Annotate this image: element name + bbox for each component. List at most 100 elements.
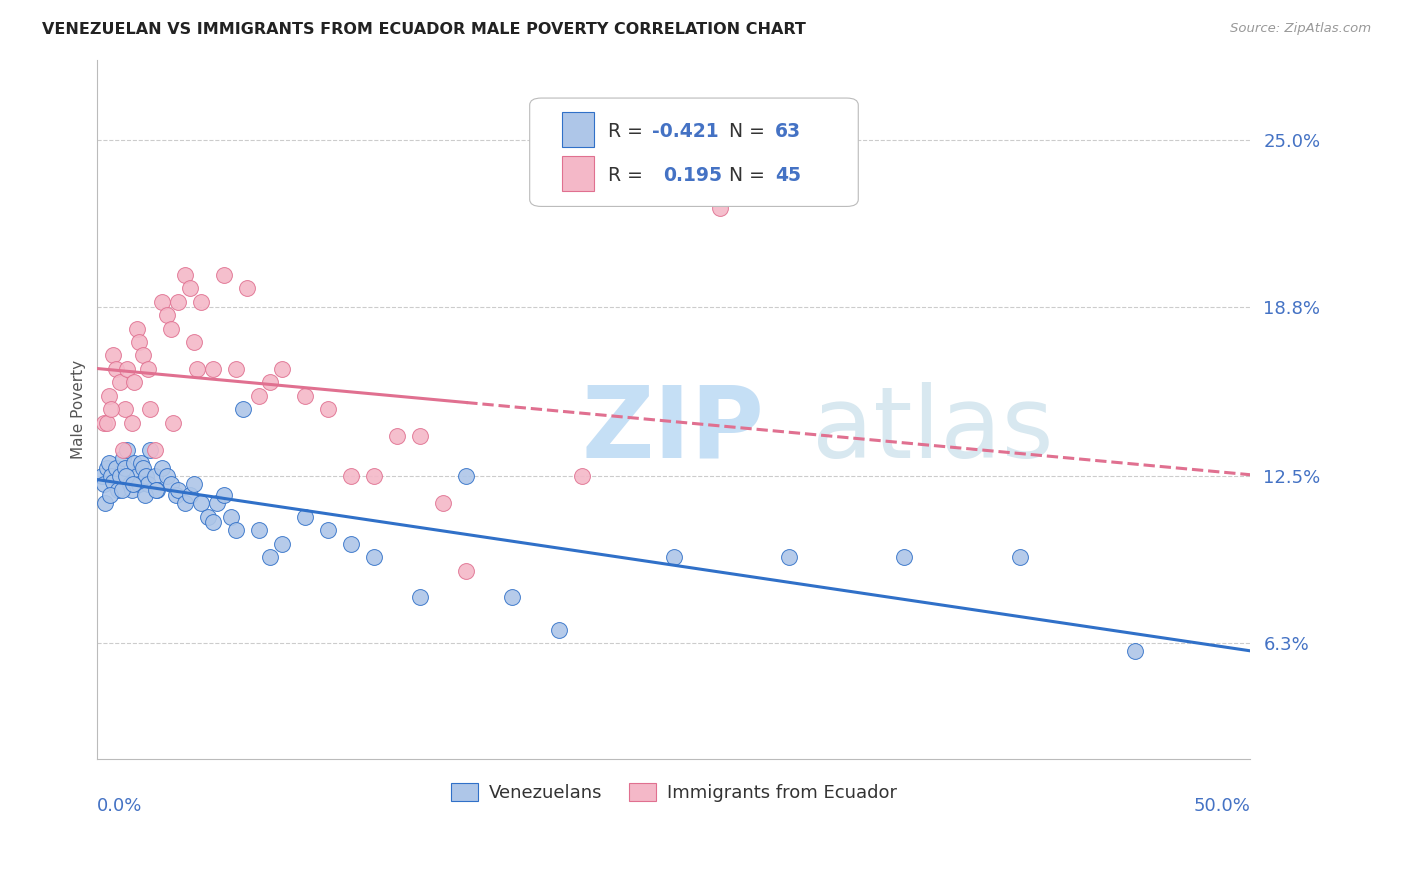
Point	[100, 402, 122, 417]
Text: R =: R =	[607, 166, 655, 186]
Point	[162, 416, 184, 430]
Point	[139, 402, 162, 417]
Point	[121, 483, 143, 497]
Point	[456, 564, 478, 578]
Point	[146, 483, 169, 497]
Point	[110, 469, 132, 483]
Point	[103, 475, 125, 489]
Point	[129, 456, 152, 470]
Text: N =: N =	[730, 122, 770, 141]
Point	[122, 376, 145, 390]
Text: 45: 45	[775, 166, 801, 186]
Point	[110, 376, 132, 390]
Point	[232, 402, 254, 417]
Point	[135, 469, 157, 483]
Point	[155, 308, 177, 322]
Point	[111, 450, 134, 465]
Point	[132, 461, 155, 475]
Point	[363, 550, 385, 565]
Point	[143, 469, 166, 483]
Point	[294, 509, 316, 524]
Point	[219, 509, 242, 524]
Point	[128, 334, 150, 349]
Point	[259, 376, 281, 390]
Point	[225, 362, 247, 376]
Point	[270, 362, 292, 376]
Point	[409, 591, 432, 605]
Point	[167, 483, 190, 497]
Point	[456, 469, 478, 483]
Point	[247, 523, 270, 537]
Point	[122, 477, 145, 491]
Point	[100, 469, 122, 483]
Text: 50.0%: 50.0%	[1194, 797, 1250, 815]
Point	[117, 442, 139, 457]
Point	[1123, 644, 1146, 658]
Point	[183, 477, 205, 491]
FancyBboxPatch shape	[562, 112, 595, 147]
Point	[167, 294, 190, 309]
Point	[110, 483, 132, 497]
Point	[134, 488, 156, 502]
Text: -0.421: -0.421	[652, 122, 718, 141]
Point	[155, 469, 177, 483]
Point	[93, 477, 115, 491]
Point	[174, 268, 197, 282]
Point	[294, 389, 316, 403]
Point	[93, 416, 115, 430]
Text: N =: N =	[730, 166, 770, 186]
Text: Source: ZipAtlas.com: Source: ZipAtlas.com	[1230, 22, 1371, 36]
Point	[114, 461, 136, 475]
Point	[94, 496, 117, 510]
Point	[186, 362, 208, 376]
Text: atlas: atlas	[813, 382, 1053, 479]
Text: VENEZUELAN VS IMMIGRANTS FROM ECUADOR MALE POVERTY CORRELATION CHART: VENEZUELAN VS IMMIGRANTS FROM ECUADOR MA…	[42, 22, 806, 37]
Point	[501, 591, 523, 605]
Point	[143, 442, 166, 457]
Legend: Venezuelans, Immigrants from Ecuador: Venezuelans, Immigrants from Ecuador	[443, 775, 904, 809]
Point	[409, 429, 432, 443]
Point	[96, 461, 118, 475]
Point	[165, 488, 187, 502]
Point	[97, 456, 120, 470]
Point	[190, 294, 212, 309]
Point	[201, 515, 224, 529]
Point	[893, 550, 915, 565]
Point	[340, 536, 363, 550]
Point	[150, 294, 173, 309]
Point	[115, 469, 138, 483]
Point	[125, 469, 148, 483]
Point	[212, 268, 235, 282]
Point	[270, 536, 292, 550]
Point	[340, 469, 363, 483]
Point	[432, 496, 454, 510]
Point	[160, 321, 183, 335]
Point	[122, 456, 145, 470]
Y-axis label: Male Poverty: Male Poverty	[72, 359, 86, 458]
Point	[207, 496, 229, 510]
Text: ZIP: ZIP	[582, 382, 765, 479]
FancyBboxPatch shape	[562, 156, 595, 191]
Point	[132, 348, 155, 362]
Point	[179, 488, 201, 502]
Point	[259, 550, 281, 565]
Point	[145, 483, 167, 497]
Point	[104, 362, 127, 376]
Point	[662, 550, 685, 565]
Point	[104, 461, 127, 475]
Point	[97, 389, 120, 403]
Text: 63: 63	[775, 122, 801, 141]
FancyBboxPatch shape	[530, 98, 858, 206]
Text: 0.0%: 0.0%	[97, 797, 143, 815]
Text: 0.195: 0.195	[664, 166, 723, 186]
Point	[136, 477, 159, 491]
Text: R =: R =	[607, 122, 650, 141]
Point	[107, 483, 129, 497]
Point	[96, 416, 118, 430]
Point	[128, 477, 150, 491]
Point	[190, 496, 212, 510]
Point	[363, 469, 385, 483]
Point	[98, 488, 121, 502]
Point	[91, 469, 114, 483]
Point	[316, 402, 339, 417]
